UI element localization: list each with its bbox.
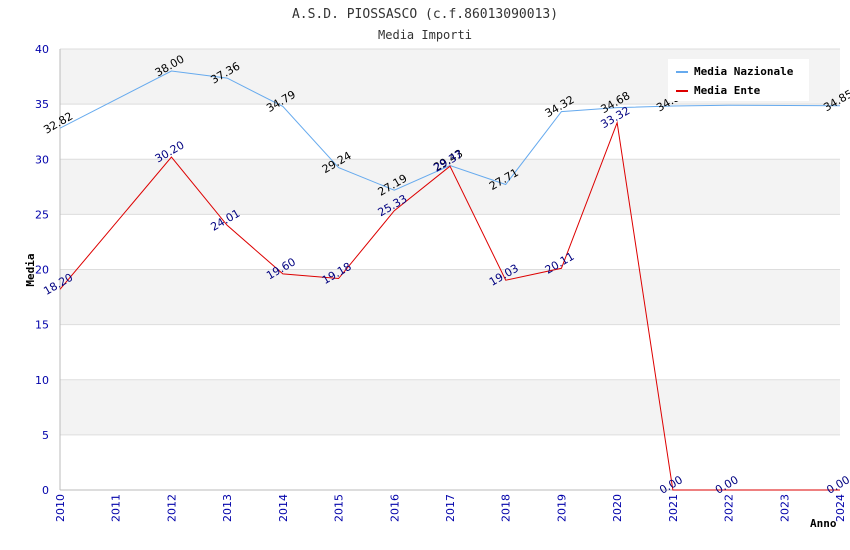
grid-band: [60, 434, 840, 490]
x-tick-label: 2012: [165, 494, 178, 522]
x-tick-label: 2010: [54, 494, 67, 522]
chart-title: A.S.D. PIOSSASCO (c.f.86013090013): [292, 7, 558, 22]
background-bands: [60, 49, 840, 490]
x-tick-label: 2024: [834, 494, 847, 522]
x-tick-label: 2015: [333, 494, 346, 522]
series-line-media-nazionale: [59, 70, 841, 191]
y-tick-label: 15: [35, 319, 49, 332]
chart-subtitle: Media Importi: [378, 28, 472, 42]
x-tick-label: 2014: [277, 494, 290, 522]
grid-band: [60, 159, 840, 215]
legend-label-ente: Media Ente: [694, 84, 761, 97]
y-tick-label: 30: [35, 153, 49, 166]
grid-band: [60, 269, 840, 325]
legend-label-nazionale: Media Nazionale: [694, 65, 794, 78]
y-tick-label: 40: [35, 43, 49, 56]
grid-band: [60, 104, 840, 160]
x-tick-label: 2022: [723, 494, 736, 522]
x-tick-label: 2016: [388, 494, 401, 522]
x-tick-label: 2017: [444, 494, 457, 522]
x-tick-label: 2020: [611, 494, 624, 522]
x-tick-label: 2011: [110, 494, 123, 522]
x-tick-label: 2023: [778, 494, 791, 522]
grid-band: [60, 379, 840, 435]
y-tick-label: 20: [35, 264, 49, 277]
y-tick-label: 5: [42, 429, 49, 442]
y-tick-label: 10: [35, 374, 49, 387]
x-axis-label: Anno: [810, 517, 837, 530]
grid-band: [60, 214, 840, 270]
legend: Media Nazionale Media Ente: [668, 59, 809, 101]
y-tick-label: 0: [42, 484, 49, 497]
grid-band: [60, 324, 840, 380]
series-lines: [59, 70, 841, 491]
y-tick-labels: 0 5 10 15 20 25 30 35 40: [35, 43, 49, 497]
series-line-media-ente: [59, 120, 840, 491]
x-tick-label: 2021: [667, 494, 680, 522]
y-tick-label: 35: [35, 98, 49, 111]
x-tick-labels: 2010 2011 2012 2013 2014 2015 2016 2017 2018 2019…: [54, 494, 847, 522]
x-tick-label: 2018: [500, 494, 513, 522]
y-tick-label: 25: [35, 208, 49, 221]
x-tick-label: 2013: [221, 494, 234, 522]
y-axis-label: Media: [24, 253, 37, 286]
x-tick-label: 2019: [555, 494, 568, 522]
legend-box: [668, 59, 809, 101]
